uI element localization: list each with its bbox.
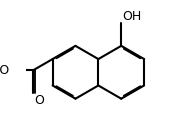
Text: O: O (34, 94, 44, 106)
Text: OH: OH (122, 10, 141, 23)
Text: HO: HO (0, 64, 10, 77)
